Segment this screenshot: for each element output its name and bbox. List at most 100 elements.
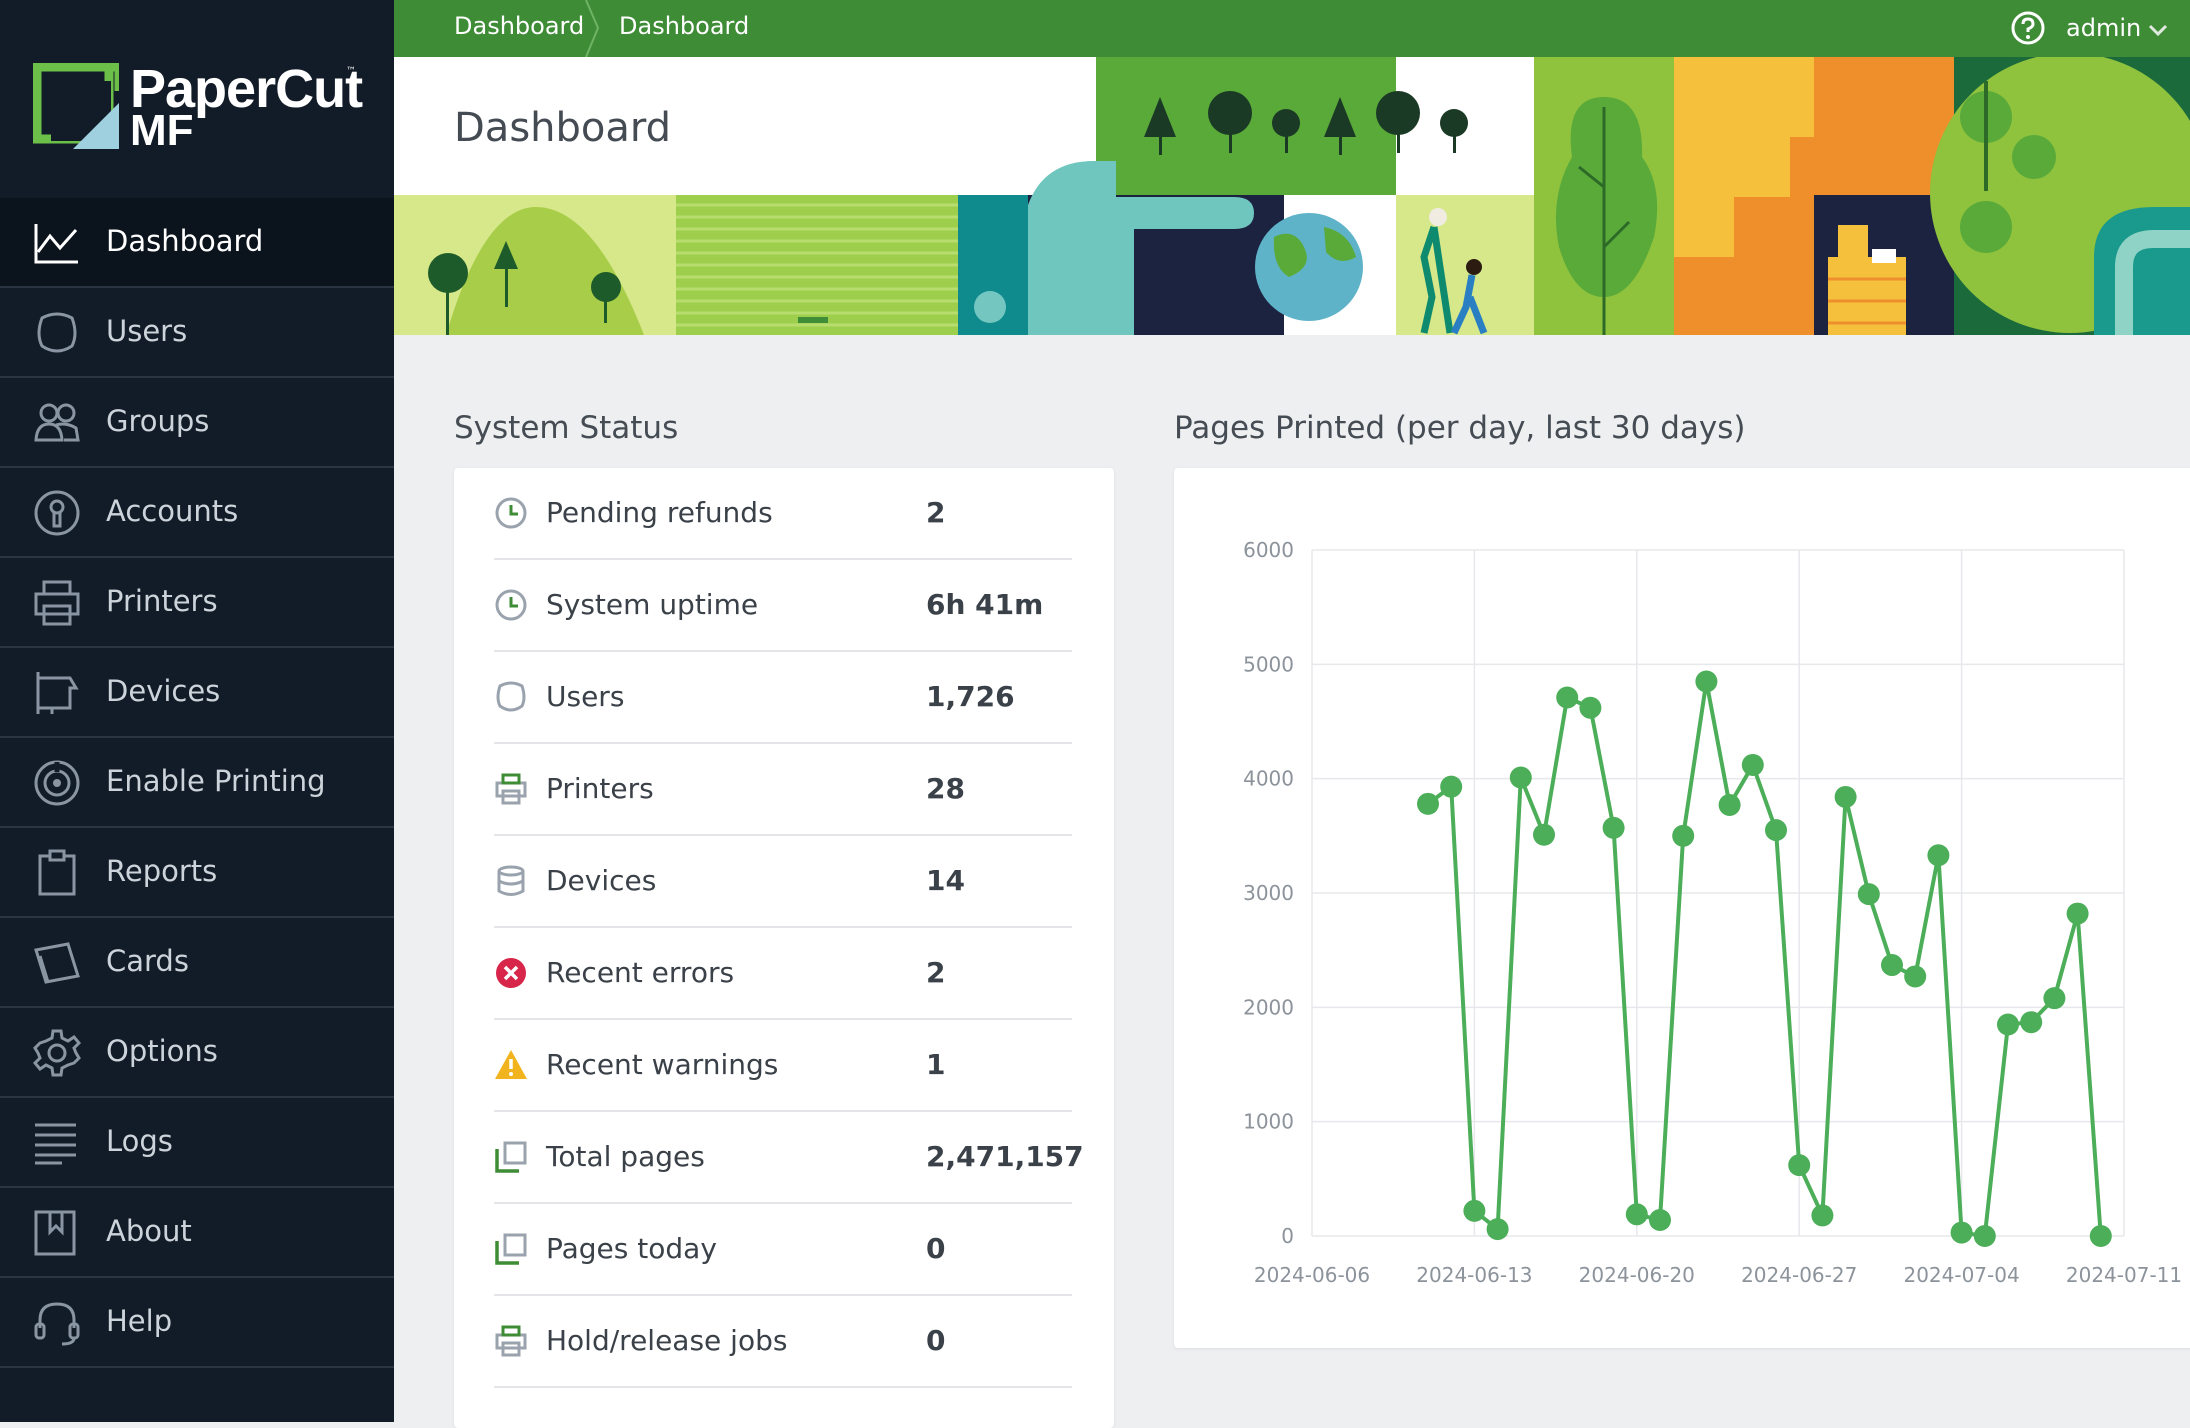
status-row-pending-refunds[interactable]: Pending refunds 2: [494, 468, 1072, 560]
data-point: [1695, 670, 1718, 693]
status-value: 2: [926, 956, 946, 989]
sidebar-item-label: Groups: [106, 404, 210, 438]
status-label: Printers: [546, 772, 654, 805]
help-circle-icon[interactable]: [2010, 10, 2046, 46]
data-point: [2020, 1011, 2043, 1034]
printer-icon: [495, 1325, 527, 1357]
sidebar-item-users[interactable]: Users: [0, 288, 394, 378]
chevron-down-icon[interactable]: [2146, 18, 2170, 42]
accounts-icon: [32, 488, 82, 538]
dashboard-banner: Dashboard: [394, 57, 2190, 335]
y-tick-label: 2000: [1243, 995, 1294, 1019]
data-point: [1950, 1221, 1973, 1244]
status-label: Hold/release jobs: [546, 1324, 788, 1357]
y-tick-label: 3000: [1243, 881, 1294, 905]
sidebar-item-devices[interactable]: Devices: [0, 648, 394, 738]
sidebar: PaperCut ™ MF Dashboard Users Groups Acc…: [0, 0, 394, 1422]
status-row-hold-release-jobs[interactable]: Hold/release jobs 0: [494, 1296, 1072, 1388]
status-label: Users: [546, 680, 625, 713]
sidebar-item-reports[interactable]: Reports: [0, 828, 394, 918]
status-value: 14: [926, 864, 965, 897]
sidebar-item-cards[interactable]: Cards: [0, 918, 394, 1008]
data-point: [1997, 1013, 2019, 1036]
breadcrumb-current: Dashboard: [619, 12, 750, 40]
status-row-recent-errors[interactable]: Recent errors 2: [494, 928, 1072, 1020]
warning-icon: [495, 1050, 527, 1079]
sidebar-item-enable-printing[interactable]: Enable Printing: [0, 738, 394, 828]
data-point: [1927, 844, 1950, 867]
x-tick-label: 2024-06-06: [1254, 1263, 1370, 1287]
data-point: [2066, 902, 2089, 925]
status-row-total-pages[interactable]: Total pages 2,471,157: [494, 1112, 1084, 1204]
sidebar-item-help[interactable]: Help: [0, 1278, 394, 1368]
data-point: [1788, 1154, 1811, 1177]
status-row-pages-today[interactable]: Pages today 0: [494, 1204, 1072, 1296]
status-row-system-uptime[interactable]: System uptime 6h 41m: [494, 560, 1072, 652]
system-status-panel: Pending refunds 2 System uptime 6h 41m U…: [454, 468, 1114, 1428]
clipboard-icon: [32, 848, 82, 898]
papercut-logo-mark-icon: [33, 63, 119, 149]
status-row-printers[interactable]: Printers 28: [494, 744, 1072, 836]
user-icon: [32, 308, 82, 358]
y-tick-label: 1000: [1243, 1110, 1294, 1134]
bookmark-icon: [32, 1208, 82, 1258]
sidebar-item-dashboard[interactable]: Dashboard: [0, 198, 394, 288]
sidebar-item-label: Devices: [106, 674, 221, 708]
chart-line-icon: [32, 218, 82, 268]
x-tick-label: 2024-06-27: [1741, 1263, 1857, 1287]
data-point: [1486, 1218, 1509, 1241]
sidebar-item-accounts[interactable]: Accounts: [0, 468, 394, 558]
sidebar-item-label: Logs: [106, 1124, 173, 1158]
sidebar-item-label: About: [106, 1214, 192, 1248]
sidebar-item-about[interactable]: About: [0, 1188, 394, 1278]
list-icon: [32, 1118, 82, 1168]
sidebar-nav: Dashboard Users Groups Accounts Printers…: [0, 198, 394, 1368]
sidebar-item-printers[interactable]: Printers: [0, 558, 394, 648]
data-point: [1602, 816, 1625, 839]
top-bar: Dashboard Dashboard admin: [394, 0, 2190, 57]
y-tick-label: 5000: [1243, 652, 1294, 676]
data-point: [1881, 954, 1903, 977]
data-point: [1973, 1225, 1996, 1247]
status-row-users[interactable]: Users 1,726: [494, 652, 1072, 744]
data-point: [2043, 987, 2066, 1010]
pages-printed-chart: 0 1000 2000 3000 4000 5000 6000 2024-06-06 2024-…: [1243, 538, 2182, 1287]
headset-icon: [32, 1298, 82, 1348]
pages-icon: [495, 1233, 527, 1265]
status-label: System uptime: [546, 588, 759, 621]
status-value: 2,471,157: [926, 1140, 1084, 1173]
x-tick-label: 2024-06-20: [1579, 1263, 1695, 1287]
papercut-logo[interactable]: PaperCut ™ MF: [30, 58, 370, 158]
data-point: [1509, 766, 1532, 789]
data-point: [1765, 819, 1787, 842]
data-point: [1463, 1199, 1486, 1222]
status-label: Devices: [546, 864, 657, 897]
system-status-title: System Status: [454, 410, 679, 446]
status-row-devices[interactable]: Devices 14: [494, 836, 1072, 928]
user-menu[interactable]: admin: [2066, 14, 2142, 42]
breadcrumb-root[interactable]: Dashboard: [454, 12, 585, 40]
pages-printed-chart-panel: 0 1000 2000 3000 4000 5000 6000 2024-06-06 2024-…: [1174, 468, 2190, 1348]
x-tick-label: 2024-07-04: [1903, 1263, 2019, 1287]
sidebar-item-label: Printers: [106, 584, 218, 618]
printer-icon: [495, 773, 527, 805]
user-icon: [496, 681, 526, 712]
status-value: 6h 41m: [926, 588, 1044, 621]
pages-icon: [495, 1141, 527, 1173]
sidebar-item-groups[interactable]: Groups: [0, 378, 394, 468]
sidebar-item-options[interactable]: Options: [0, 1008, 394, 1098]
data-point: [1672, 824, 1695, 847]
status-label: Recent errors: [546, 956, 735, 989]
y-tick-label: 6000: [1243, 538, 1294, 562]
status-value: 1,726: [926, 680, 1015, 713]
data-point: [1579, 696, 1602, 719]
page-title: Dashboard: [454, 105, 672, 151]
error-icon: [496, 958, 526, 988]
data-point: [1533, 823, 1555, 846]
logo-text: PaperCut: [130, 59, 363, 119]
status-value: 0: [926, 1324, 946, 1357]
data-point: [1649, 1208, 1671, 1231]
banner-illustration: [394, 57, 2190, 335]
sidebar-item-logs[interactable]: Logs: [0, 1098, 394, 1188]
status-row-recent-warnings[interactable]: Recent warnings 1: [494, 1020, 1072, 1112]
